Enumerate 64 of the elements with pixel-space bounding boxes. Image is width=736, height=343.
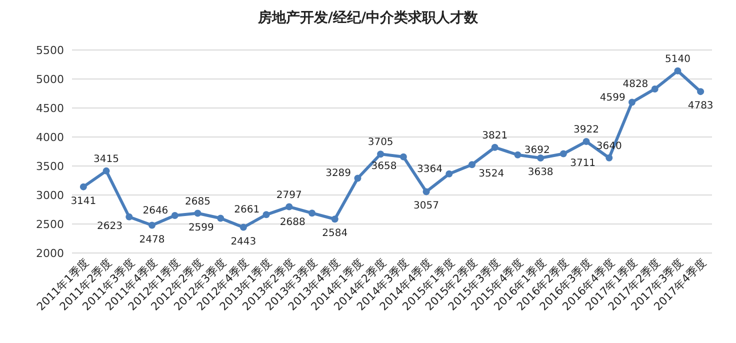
- point: [217, 214, 224, 222]
- point: [148, 222, 156, 229]
- point: [651, 85, 658, 92]
- data-label: 3415: [94, 154, 120, 165]
- y-tick-label: 4000: [36, 131, 64, 144]
- y-tick-label: 4500: [36, 102, 64, 115]
- data-label: 4783: [688, 100, 714, 112]
- data-label: 3057: [414, 200, 440, 212]
- point: [537, 154, 544, 162]
- point: [674, 67, 682, 74]
- point: [560, 150, 567, 158]
- data-label: 2685: [184, 196, 210, 208]
- point: [126, 213, 133, 220]
- point: [491, 144, 498, 151]
- point: [80, 183, 87, 190]
- data-label: 3638: [528, 166, 554, 178]
- data-label: 4828: [622, 78, 648, 90]
- data-label: 5140: [664, 54, 690, 65]
- point: [514, 151, 522, 158]
- point: [240, 224, 247, 231]
- data-label: 3821: [482, 130, 508, 142]
- y-tick-label: 5000: [36, 73, 64, 86]
- point: [171, 212, 178, 220]
- point: [582, 138, 590, 146]
- point: [286, 203, 293, 210]
- point: [377, 150, 384, 158]
- y-tick-label: 2000: [36, 247, 64, 260]
- data-label: 3141: [70, 196, 96, 207]
- point: [331, 216, 338, 223]
- point: [422, 188, 430, 196]
- point: [308, 210, 316, 217]
- point: [446, 170, 453, 178]
- data-label: 2797: [276, 190, 302, 201]
- data-label: 2584: [322, 228, 348, 240]
- point: [606, 154, 613, 162]
- point: [468, 161, 476, 168]
- data-label: 2661: [234, 204, 260, 216]
- point: [400, 153, 407, 160]
- data-label: 3705: [368, 137, 394, 148]
- data-label: 4599: [600, 92, 626, 104]
- point: [194, 210, 202, 217]
- data-label: 3692: [524, 144, 550, 156]
- chart-title: 房地产开发/经纪/中介类求职人才数: [256, 9, 480, 26]
- data-label: 3658: [371, 160, 397, 172]
- data-label: 3922: [574, 124, 600, 136]
- data-label: 2688: [280, 217, 306, 228]
- data-label: 2646: [142, 206, 168, 217]
- point: [262, 211, 270, 218]
- point: [697, 88, 704, 96]
- y-tick-label: 3500: [36, 160, 64, 173]
- y-tick-label: 3000: [36, 189, 64, 202]
- data-label: 3289: [326, 168, 352, 180]
- point: [102, 167, 110, 174]
- y-tick-label: 2500: [36, 218, 64, 231]
- data-label: 3711: [570, 158, 596, 169]
- point: [628, 98, 636, 106]
- point: [354, 174, 362, 182]
- data-label: 3524: [478, 168, 504, 180]
- y-tick-label: 5500: [36, 44, 64, 57]
- data-label: 2443: [230, 236, 256, 248]
- data-label: 2623: [97, 220, 122, 232]
- data-label: 2599: [188, 222, 214, 234]
- data-label: 2478: [139, 234, 165, 246]
- data-label: 3364: [417, 164, 442, 175]
